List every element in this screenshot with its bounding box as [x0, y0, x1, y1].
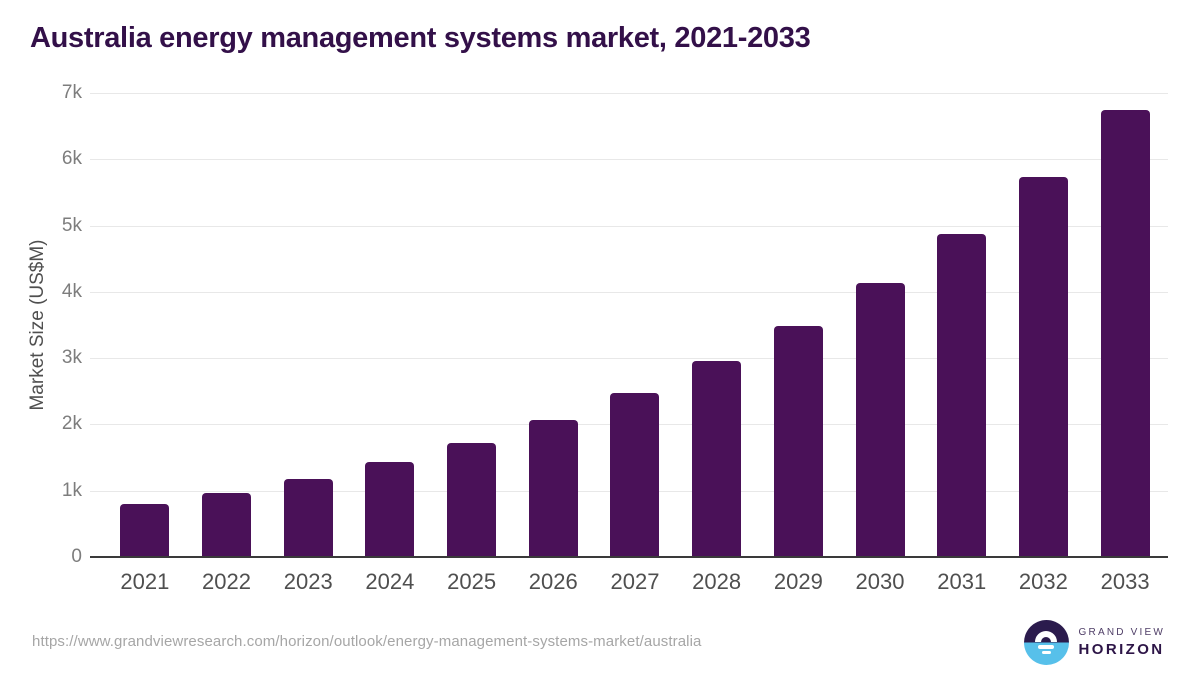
logo-product-name: HORIZON: [1078, 640, 1165, 658]
gridline: [90, 358, 1168, 360]
y-tick-label: 5k: [61, 214, 82, 236]
x-axis-label: 2031: [937, 569, 987, 594]
y-tick-label: 7k: [61, 82, 82, 103]
y-tick-label: 2k: [61, 413, 82, 435]
bar-cell: [839, 93, 921, 557]
x-axis-label: 2032: [1018, 569, 1068, 594]
gridline: [90, 93, 1168, 94]
bar-cell: [431, 93, 513, 557]
bar-cell: [349, 93, 431, 557]
x-axis-label: 2024: [365, 569, 415, 594]
bar-cell: [267, 93, 349, 557]
bar-cell: [676, 93, 758, 557]
bar-2022[interactable]: [202, 492, 252, 557]
y-tick-label: 0: [71, 546, 82, 567]
bar-cell: [1003, 93, 1085, 557]
logo-text: GRAND VIEW HORIZON: [1079, 627, 1165, 658]
bar-cell: [758, 93, 840, 557]
gridline: [90, 291, 1168, 293]
y-tick-label: 6k: [61, 148, 82, 170]
x-axis-label: 2026: [528, 569, 578, 594]
sun-over-horizon-icon: [1023, 619, 1069, 665]
bar-cell: [1084, 93, 1166, 557]
bar-2024[interactable]: [365, 461, 415, 557]
x-axis-label: 2023: [283, 569, 333, 594]
bar-2021[interactable]: [120, 503, 170, 557]
gridline: [90, 225, 1168, 227]
y-tick-label: 3k: [61, 347, 82, 369]
bar-2027[interactable]: [610, 393, 660, 557]
x-axis-label: 2028: [692, 569, 742, 594]
bar-cell: [186, 93, 268, 557]
bar-2030[interactable]: [855, 282, 905, 557]
gridline: [90, 159, 1168, 161]
x-axis-label: 2030: [855, 569, 905, 594]
bar-2025[interactable]: [447, 443, 497, 557]
y-tick-label: 1k: [61, 479, 82, 501]
x-axis-label: 2022: [202, 569, 251, 594]
logo-brand-name: GRAND VIEW: [1078, 626, 1165, 638]
grand-view-horizon-logo: GRAND VIEW HORIZON: [1023, 618, 1165, 666]
bar-2029[interactable]: [773, 325, 823, 557]
bar-cell: [104, 93, 186, 557]
bar-2032[interactable]: [1018, 176, 1068, 557]
bar-cell: [512, 93, 594, 557]
y-axis-title: Market Size (US$M): [27, 239, 48, 411]
bar-2033[interactable]: [1100, 110, 1150, 557]
bar-2028[interactable]: [692, 361, 742, 557]
x-axis-label: 2025: [447, 569, 497, 594]
bar-cell: [921, 93, 1003, 557]
bar-2031[interactable]: [937, 233, 987, 557]
x-axis-label: 2027: [610, 569, 660, 594]
y-tick-label: 4k: [61, 280, 82, 302]
chart-title: Australia energy management systems mark…: [30, 22, 811, 54]
x-axis-label: 2033: [1100, 569, 1150, 594]
x-axis-label: 2021: [120, 569, 170, 594]
bars-row: [104, 93, 1166, 557]
bar-2026[interactable]: [528, 420, 578, 557]
x-axis-labels: 2021 2022 2023 2024 2025 2026 2027 2028 2029 2030…: [104, 569, 1166, 595]
bar-2023[interactable]: [283, 478, 333, 557]
bar-cell: [594, 93, 676, 557]
source-url: https://www.grandviewresearch.com/horizo…: [32, 633, 702, 650]
x-axis-line: [90, 556, 1168, 558]
x-axis-label: 2029: [773, 569, 823, 594]
